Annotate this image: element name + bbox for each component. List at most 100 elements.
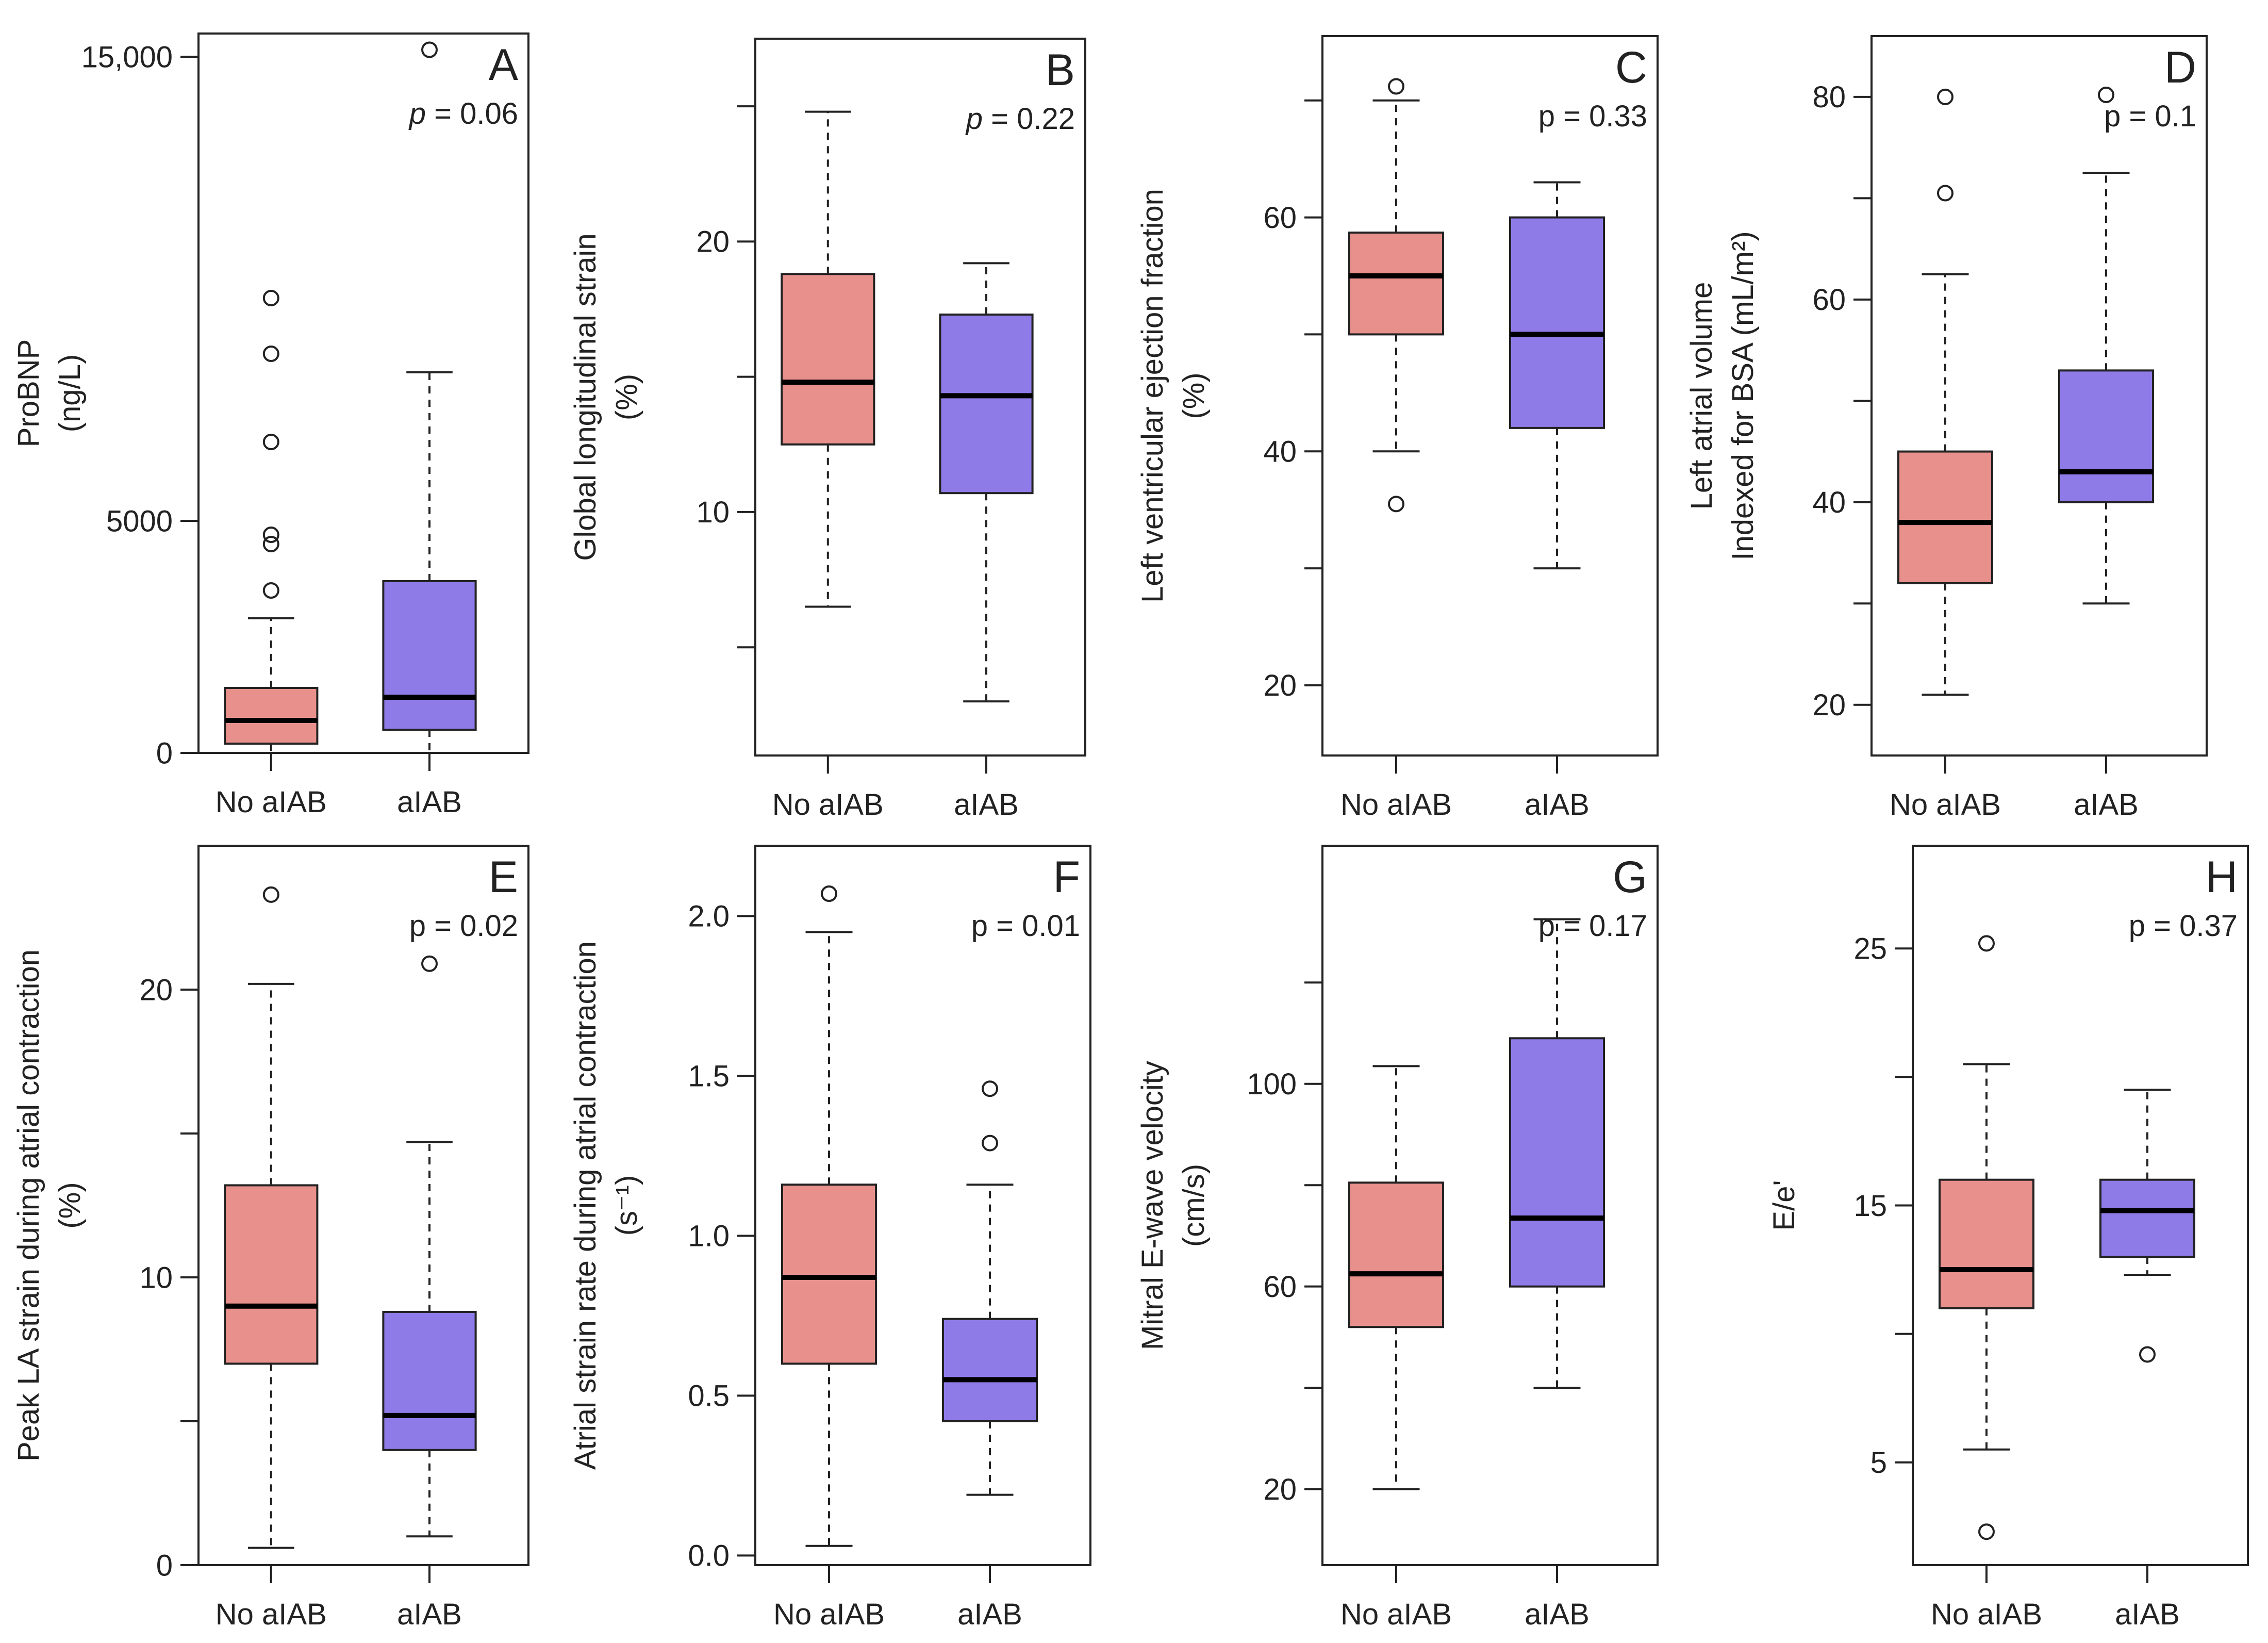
x-tick-label: No aIAB: [216, 1598, 327, 1631]
p-value: p = 0.22: [965, 102, 1075, 136]
outlier-point: [262, 536, 279, 552]
iqr-box: [1509, 1037, 1605, 1288]
iqr-box: [1939, 1178, 2034, 1309]
box-aiab: [939, 262, 1034, 703]
y-tick-label: 20: [1812, 688, 1846, 722]
plot-frame: [754, 38, 1086, 757]
y-axis-title: (s⁻¹): [610, 1175, 643, 1236]
panel-letter: G: [1613, 852, 1647, 902]
box-no-aiab: [1939, 935, 2034, 1540]
x-tick-label: aIAB: [1525, 1598, 1590, 1631]
y-tick-label: 40: [1812, 486, 1846, 519]
y-axis-title: (ng/L): [53, 354, 87, 433]
p-value-number: = 0.06: [426, 97, 518, 130]
outlier-point: [262, 886, 279, 903]
panel-f: 0.0 0.5 1.0 1.5 2.0 Atrial strain rate during…: [569, 845, 1091, 1631]
box-no-aiab: [224, 886, 319, 1549]
x-tick-label: No aIAB: [772, 788, 884, 822]
x-tick-label: aIAB: [397, 785, 462, 819]
y-tick-label: 10: [696, 496, 730, 529]
outlier-point: [2139, 1346, 2156, 1363]
y-tick-label: 20: [1263, 669, 1297, 702]
x-tick-label: No aIAB: [1931, 1598, 2042, 1631]
y-axis-title: Indexed for BSA (mL/m²): [1726, 231, 1760, 560]
outlier-point: [262, 582, 279, 599]
outlier-point: [1388, 496, 1404, 513]
panel-letter: H: [2206, 852, 2238, 902]
p-value: p = 0.02: [409, 909, 518, 943]
y-tick-label: 25: [1853, 932, 1887, 966]
x-tick-label: No aIAB: [1890, 788, 2001, 822]
outlier-point: [262, 527, 279, 543]
y-axis-title: Left atrial volume: [1685, 282, 1718, 510]
iqr-box: [2058, 369, 2154, 503]
box-aiab: [382, 41, 477, 754]
box-aiab: [2099, 1089, 2195, 1363]
y-tick-label: 1.0: [688, 1220, 730, 1253]
y-tick-label: 5: [1870, 1446, 1887, 1480]
y-tick-label: 0.0: [688, 1539, 730, 1573]
box-aiab: [2058, 86, 2154, 605]
x-tick-label: aIAB: [1525, 788, 1590, 822]
y-tick-label: 0: [156, 736, 173, 770]
x-tick-label: aIAB: [2074, 788, 2139, 822]
box-no-aiab: [1348, 78, 1444, 513]
panel-letter: E: [489, 852, 518, 902]
p-value: p = 0.1: [2104, 100, 2196, 133]
outlier-point: [1937, 185, 1954, 202]
y-axis-title: Peak LA strain during atrial contraction: [12, 949, 45, 1461]
y-axis-title: Left ventricular ejection fraction: [1136, 189, 1169, 603]
y-axis-title: Atrial strain rate during atrial contrac…: [569, 941, 602, 1470]
outlier-point: [1388, 78, 1404, 95]
outlier-point: [262, 290, 279, 306]
box-no-aiab: [1348, 1065, 1444, 1490]
x-tick-label: No aIAB: [1340, 1598, 1452, 1631]
y-tick-label: 60: [1812, 283, 1846, 317]
p-symbol: p: [408, 97, 426, 130]
iqr-box: [781, 273, 875, 446]
iqr-box: [942, 1318, 1038, 1423]
y-tick-label: 15: [1853, 1189, 1887, 1223]
panel-b: 10 20 Global longitudinal strain (%) No aIAB…: [569, 38, 1086, 822]
y-tick-label: 2.0: [688, 900, 730, 933]
y-axis-title: (cm/s): [1177, 1164, 1211, 1247]
y-tick-label: 40: [1263, 435, 1297, 469]
y-tick-label: 80: [1812, 80, 1846, 114]
box-aiab: [382, 955, 477, 1538]
p-value: p = 0.37: [2129, 909, 2238, 943]
outlier-point: [421, 955, 438, 972]
y-axis-title: (%): [1177, 372, 1211, 419]
iqr-box: [2099, 1178, 2195, 1258]
p-value: p = 0.33: [1538, 100, 1647, 133]
iqr-box: [1348, 1181, 1444, 1328]
y-axis-title: Mitral E-wave velocity: [1136, 1061, 1169, 1350]
y-tick-label: 15,000: [81, 40, 173, 74]
y-tick-label: 1.5: [688, 1060, 730, 1093]
p-value: p = 0.06: [408, 97, 518, 130]
iqr-box: [939, 314, 1034, 495]
panel-h: 5 15 25 E/e' No aIAB aIAB Hp = 0.37: [1767, 845, 2249, 1631]
y-tick-label: 100: [1247, 1067, 1297, 1101]
x-tick-label: aIAB: [397, 1598, 462, 1631]
x-tick-label: aIAB: [954, 788, 1019, 822]
outlier-point: [1978, 935, 1995, 952]
y-tick-label: 5000: [106, 504, 173, 538]
box-no-aiab: [781, 110, 875, 608]
plot-frame: [1321, 845, 1659, 1566]
iqr-box: [382, 1310, 477, 1451]
box-aiab: [942, 1080, 1038, 1496]
outlier-point: [262, 346, 279, 362]
plot-frame: [754, 845, 1091, 1566]
p-value-number: = 0.22: [983, 102, 1075, 136]
y-axis-title: E/e': [1767, 1180, 1801, 1230]
panel-letter: B: [1046, 45, 1075, 95]
x-tick-label: No aIAB: [216, 785, 327, 819]
iqr-box: [382, 580, 477, 731]
outlier-point: [2098, 86, 2114, 103]
y-axis-title: ProBNP: [12, 339, 45, 448]
outlier-point: [982, 1135, 998, 1152]
panel-c: 20 40 60 Left ventricular ejection fraction…: [1136, 35, 1659, 822]
y-tick-label: 60: [1263, 1270, 1297, 1304]
box-no-aiab: [781, 885, 877, 1547]
